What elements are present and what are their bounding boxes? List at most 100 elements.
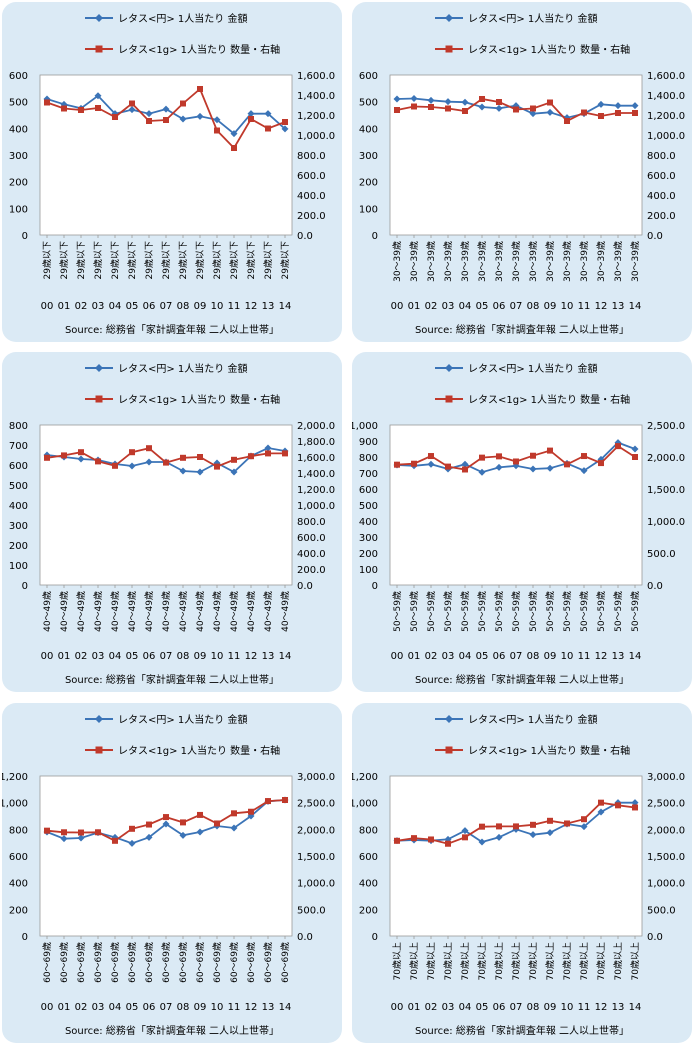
quantity-point (180, 454, 186, 461)
x-year-label: 00 (391, 1002, 404, 1013)
left-tick-label: 500 (9, 98, 28, 109)
right-tick-label: 1,000.0 (647, 517, 685, 528)
left-tick-label: 300 (9, 521, 28, 532)
right-tick-label: 0.0 (647, 231, 663, 242)
quantity-point (564, 820, 570, 827)
amount-point (264, 444, 272, 452)
legend-amount-marker (95, 364, 103, 372)
x-year-label: 14 (629, 1002, 642, 1013)
x-year-label: 09 (194, 651, 207, 662)
x-year-label: 11 (578, 301, 591, 312)
quantity-point (479, 454, 485, 461)
right-tick-label: 0.0 (297, 581, 313, 592)
legend-quantity-marker (95, 746, 103, 754)
x-age-label: 40～49歳 (75, 591, 87, 632)
x-year-label: 12 (245, 651, 258, 662)
right-tick-label: 1,500.0 (647, 485, 685, 496)
quantity-point (78, 107, 84, 113)
amount-point (495, 833, 503, 841)
quantity-point (428, 104, 434, 110)
x-year-label: 07 (510, 1002, 523, 1013)
amount-point (631, 102, 639, 110)
left-tick-label: 400 (9, 501, 28, 512)
left-tick-label: 200 (9, 541, 28, 552)
quantity-point (547, 817, 553, 824)
amount-point (230, 824, 238, 832)
right-tick-label: 500.0 (647, 549, 676, 560)
quantity-point (581, 816, 587, 823)
quantity-point (564, 118, 570, 124)
quantity-point (564, 461, 570, 468)
left-tick-label: 700 (359, 469, 378, 480)
quantity-point (496, 453, 502, 460)
source-note: Source: 総務省「家計調査年報 二人以上世帯」 (415, 323, 629, 336)
quantity-point (129, 825, 135, 832)
x-year-label: 14 (279, 301, 292, 312)
right-tick-label: 0.0 (297, 231, 313, 242)
quantity-point (180, 100, 186, 107)
left-tick-label: 800 (359, 453, 378, 464)
amount-point (529, 465, 537, 473)
quantity-point (61, 105, 67, 112)
left-tick-label: 700 (9, 441, 28, 452)
x-year-label: 00 (41, 1002, 54, 1013)
x-age-label: 50～59歳 (476, 591, 488, 632)
x-year-label: 00 (391, 301, 404, 312)
x-year-label: 01 (58, 301, 71, 312)
x-year-label: 06 (143, 651, 156, 662)
quantity-point (248, 808, 254, 815)
x-age-label: 29歳以下 (194, 241, 206, 279)
left-tick-label: 200 (9, 905, 28, 916)
x-age-label: 30～39歳 (425, 241, 437, 282)
x-year-label: 14 (629, 651, 642, 662)
left-tick-label: 1,200 (352, 772, 378, 783)
x-year-label: 01 (58, 651, 71, 662)
left-tick-label: 400 (359, 124, 378, 135)
x-age-label: 30～39歳 (578, 241, 590, 282)
left-tick-label: 1,000 (352, 799, 378, 810)
quantity-point (129, 100, 135, 107)
amount-point (230, 130, 238, 138)
x-year-label: 11 (228, 1002, 241, 1013)
left-tick-label: 400 (359, 517, 378, 528)
amount-point (580, 467, 588, 475)
x-year-label: 12 (595, 1002, 608, 1013)
quantity-point (615, 802, 621, 809)
x-year-label: 10 (561, 651, 574, 662)
x-age-label: 30～39歳 (544, 241, 556, 282)
x-age-label: 30～39歳 (391, 241, 403, 282)
x-age-label: 40～49歳 (194, 591, 206, 632)
amount-point (478, 103, 486, 111)
amount-point (461, 98, 469, 106)
right-tick-label: 0.0 (647, 581, 663, 592)
quantity-point (163, 459, 169, 466)
quantity-point (248, 453, 254, 460)
x-year-label: 01 (408, 301, 421, 312)
quantity-point (394, 461, 400, 468)
quantity-point (411, 835, 417, 842)
x-age-label: 50～59歳 (391, 591, 403, 632)
quantity-point (445, 840, 451, 847)
quantity-point (95, 458, 101, 465)
x-age-label: 29歳以下 (262, 241, 274, 279)
quantity-point (95, 829, 101, 836)
x-age-label: 50～59歳 (459, 591, 471, 632)
left-tick-label: 100 (9, 561, 28, 572)
x-year-label: 04 (459, 301, 472, 312)
x-age-label: 60～69歳 (228, 942, 240, 983)
x-age-label: 50～59歳 (629, 591, 641, 632)
source-note: Source: 総務省「家計調査年報 二人以上世帯」 (415, 1024, 629, 1037)
x-age-label: 29歳以下 (143, 241, 155, 279)
left-tick-label: 0 (372, 231, 378, 242)
quantity-point (479, 96, 485, 102)
x-age-label: 40～49歳 (211, 591, 223, 632)
x-age-label: 30～39歳 (442, 241, 454, 282)
x-year-label: 06 (493, 1002, 506, 1013)
x-age-label: 70歳以上 (629, 942, 641, 980)
x-age-label: 70歳以上 (612, 942, 624, 980)
x-year-label: 09 (544, 301, 557, 312)
right-tick-label: 800.0 (647, 151, 676, 162)
amount-point (162, 820, 170, 828)
legend-amount-label: レタス<円> 1人当たり 金額 (118, 362, 247, 375)
x-age-label: 30～39歳 (629, 241, 641, 282)
